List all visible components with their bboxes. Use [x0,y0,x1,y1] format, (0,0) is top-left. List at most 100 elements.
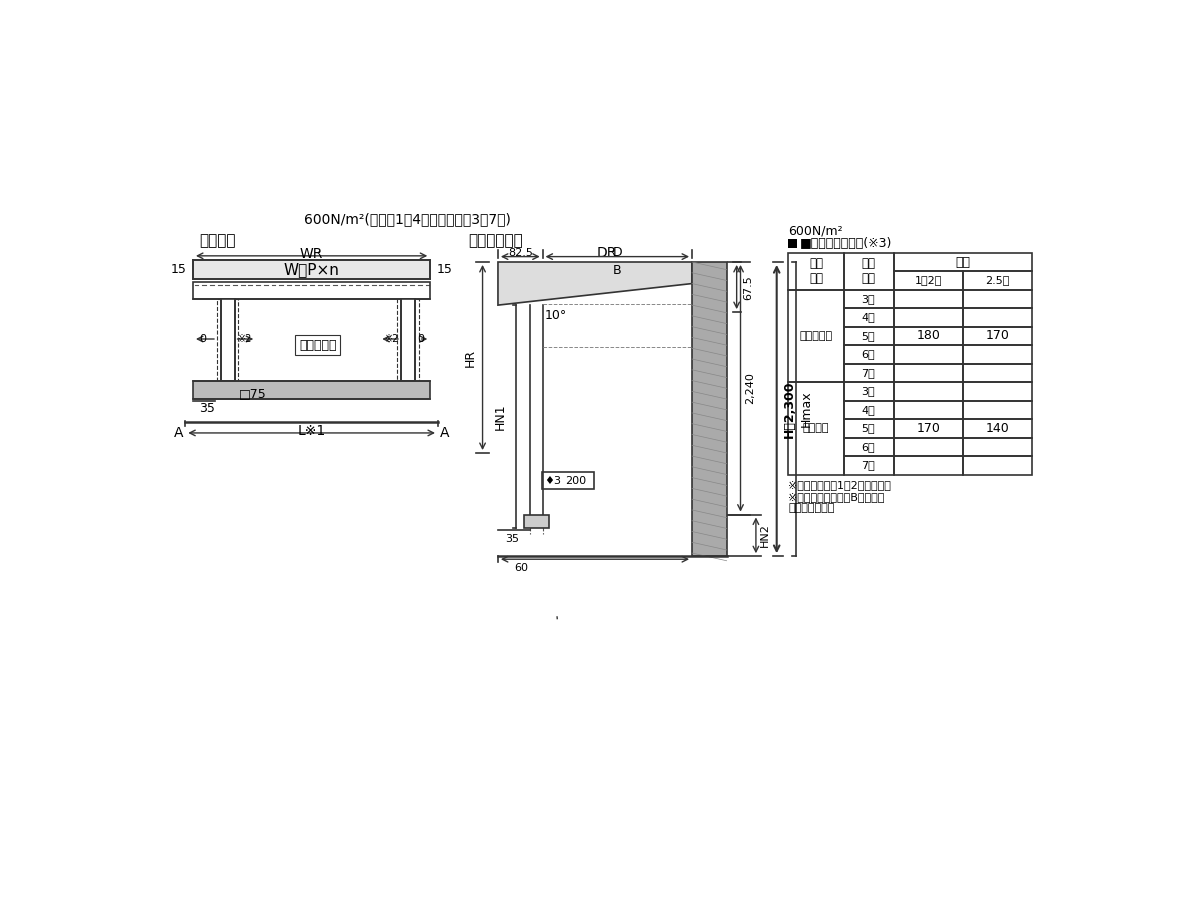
Polygon shape [498,262,692,305]
Text: 180: 180 [917,329,941,342]
Text: 35: 35 [199,401,215,415]
Text: 0: 0 [418,334,425,344]
Text: B: B [613,264,622,277]
Text: 【単体】: 【単体】 [199,233,235,248]
Text: 単体: 単体 [955,256,971,268]
Text: ♦3: ♦3 [544,476,562,486]
Bar [844,400,894,419]
Text: 7尺: 7尺 [862,368,875,378]
Bar [964,419,1032,437]
Text: 1～2間: 1～2間 [914,275,942,285]
Text: WR: WR [300,248,323,261]
Bar [193,260,431,279]
Text: 200: 200 [565,476,587,486]
Text: フラット型: フラット型 [799,331,833,341]
Text: ■柱奥行移動範囲(※3): ■柱奥行移動範囲(※3) [800,237,892,250]
Text: 5尺: 5尺 [862,331,875,341]
Bar [844,437,894,456]
Text: アール型: アール型 [803,423,829,433]
Bar [894,382,964,400]
Text: 6尺: 6尺 [862,442,875,452]
Bar [524,515,548,528]
Bar [788,253,844,290]
Text: 4尺: 4尺 [862,312,875,322]
Bar [964,456,1032,474]
Bar [964,308,1032,327]
Text: 場合を示す。: 場合を示す。 [788,503,835,513]
Bar [788,238,798,248]
Text: 10°: 10° [545,310,566,322]
Bar [844,327,894,346]
Text: 600N/m²: 600N/m² [788,225,842,238]
Text: ※連結は呼称庄1～2間と同じ。: ※連結は呼称庄1～2間と同じ。 [788,481,892,491]
Text: 屋根
形状: 屋根 形状 [809,257,823,285]
Text: 15: 15 [437,263,452,276]
Text: L※1: L※1 [298,425,325,438]
Text: Hmax: Hmax [800,391,814,428]
Bar [894,346,964,364]
Text: 82.5: 82.5 [508,248,533,257]
Bar [844,364,894,382]
Text: ※柱奥行移動範囲はBが標準の: ※柱奥行移動範囲はBが標準の [788,491,884,502]
Text: 3尺: 3尺 [862,294,875,304]
Text: 柱移動範囲: 柱移動範囲 [299,338,336,352]
Bar [894,400,964,419]
Bar [193,282,431,299]
Text: 60: 60 [514,562,528,572]
Text: A: A [174,426,184,440]
Text: 15: 15 [172,263,187,276]
Text: 【アール型】: 【アール型】 [469,233,523,248]
Bar [894,437,964,456]
Text: H＝2,300: H＝2,300 [782,381,796,437]
Bar [964,327,1032,346]
Text: HN1: HN1 [493,403,506,430]
Text: 170: 170 [917,422,941,435]
Text: 67.5: 67.5 [743,275,754,300]
Text: 5尺: 5尺 [862,423,875,433]
Bar [193,382,431,399]
Bar [964,346,1032,364]
Bar [397,299,419,385]
Text: 600N/m²(呼称庄1～4間、呼称奥行3～7尺): 600N/m²(呼称庄1～4間、呼称奥行3～7尺) [304,212,510,227]
Bar [788,382,844,474]
Text: 35: 35 [505,535,518,544]
Text: 3尺: 3尺 [862,386,875,396]
Bar [964,382,1032,400]
Bar [844,419,894,437]
Text: 0: 0 [199,334,205,344]
Bar [964,437,1032,456]
Bar [217,299,239,385]
Bar [844,456,894,474]
Text: 7尺: 7尺 [862,460,875,471]
Bar [894,253,1032,271]
Text: ※2: ※2 [384,334,398,344]
Text: □75: □75 [239,388,266,400]
Bar [894,364,964,382]
Text: W＝P×n: W＝P×n [283,262,340,277]
Bar [964,400,1032,419]
Text: HN2: HN2 [760,524,770,547]
Text: 170: 170 [985,329,1009,342]
Text: D: D [612,247,622,259]
Text: DR: DR [598,246,618,260]
Text: ※2: ※2 [236,334,251,344]
Text: HR: HR [463,348,476,366]
Bar [894,308,964,327]
Bar [894,271,964,290]
Bar [844,382,894,400]
Text: 140: 140 [986,422,1009,435]
Bar [894,419,964,437]
Bar [401,299,415,382]
Text: 2.5間: 2.5間 [985,275,1010,285]
Text: 2,240: 2,240 [745,373,755,404]
Bar [844,346,894,364]
Text: 4尺: 4尺 [862,405,875,415]
Bar [964,290,1032,308]
Bar [894,290,964,308]
Text: A: A [439,426,449,440]
Bar [788,290,844,382]
Bar [844,290,894,308]
Bar [894,327,964,346]
Bar [692,262,727,556]
Bar [844,308,894,327]
